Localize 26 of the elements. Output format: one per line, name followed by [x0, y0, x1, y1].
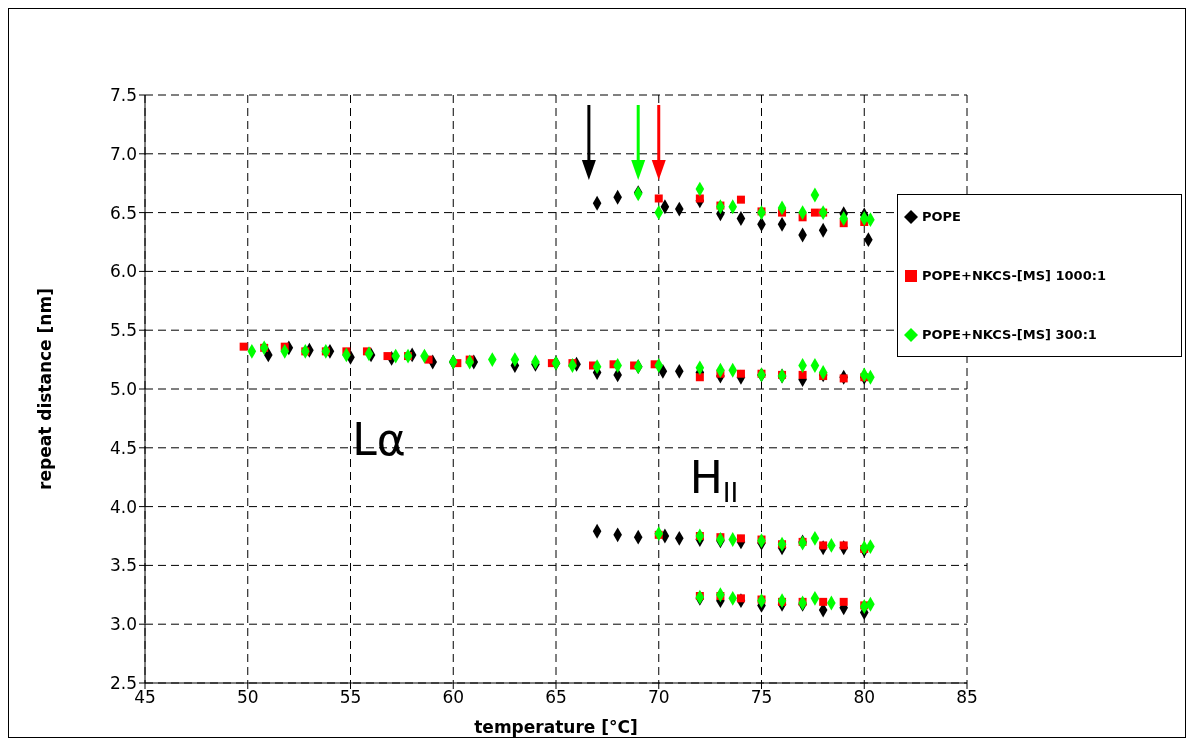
x-tick-label: 60 — [442, 687, 465, 708]
x-tick-label: 75 — [750, 687, 773, 708]
x-tick-label: 85 — [956, 687, 978, 708]
legend-label: POPE+NKCS-[MS] 1000:1 — [922, 268, 1106, 283]
y-tick-label: 5.0 — [109, 379, 137, 400]
y-tick-label: 3.5 — [109, 555, 137, 576]
y-tick-label: 3.0 — [109, 614, 137, 635]
y-tick-label: 5.5 — [109, 320, 137, 341]
y-tick-label: 6.0 — [109, 261, 137, 282]
y-tick-label: 7.0 — [109, 143, 137, 164]
annotation: H$_{II}$ — [689, 451, 739, 508]
x-tick-label: 80 — [853, 687, 876, 708]
legend-label: POPE — [922, 209, 961, 224]
x-tick-label: 55 — [339, 687, 362, 708]
y-tick-label: 7.5 — [109, 85, 137, 106]
legend-label: POPE+NKCS-[MS] 300:1 — [922, 327, 1097, 342]
x-tick-label: 45 — [134, 687, 156, 708]
x-tick-label: 50 — [236, 687, 259, 708]
y-tick-label: 2.5 — [109, 673, 137, 694]
x-axis-title: temperature [°C] — [474, 717, 638, 737]
y-tick-label: 6.5 — [109, 202, 137, 223]
y-axis-title: repeat distance [nm] — [35, 288, 56, 490]
x-tick-label: 65 — [545, 687, 567, 708]
y-tick-label: 4.5 — [109, 437, 137, 458]
y-tick-label: 4.0 — [109, 496, 137, 517]
x-tick-label: 70 — [647, 687, 670, 708]
